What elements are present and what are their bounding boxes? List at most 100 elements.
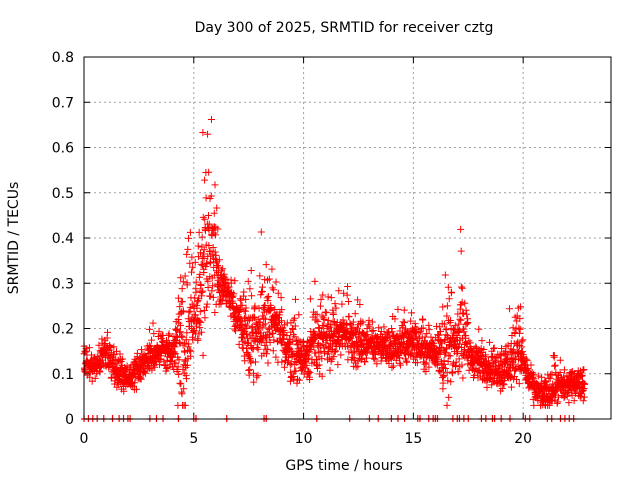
data-point bbox=[199, 129, 207, 137]
data-point bbox=[131, 379, 139, 387]
data-point bbox=[145, 341, 153, 349]
data-point bbox=[444, 377, 452, 385]
data-point bbox=[442, 325, 450, 333]
data-point bbox=[433, 322, 441, 330]
data-point bbox=[251, 302, 259, 310]
data-point bbox=[277, 294, 285, 302]
data-point bbox=[319, 341, 327, 349]
data-point bbox=[277, 317, 285, 325]
data-point bbox=[317, 295, 325, 303]
data-point bbox=[270, 286, 278, 294]
data-point bbox=[261, 341, 269, 349]
data-point bbox=[264, 292, 272, 300]
data-point bbox=[329, 311, 337, 319]
data-point bbox=[179, 333, 187, 341]
data-point bbox=[238, 334, 246, 342]
data-point bbox=[530, 370, 538, 378]
data-point bbox=[523, 357, 531, 365]
data-point bbox=[238, 301, 246, 309]
data-point bbox=[199, 287, 207, 295]
data-point bbox=[359, 318, 367, 326]
data-point bbox=[262, 261, 270, 269]
data-point bbox=[268, 265, 276, 273]
data-point bbox=[256, 272, 264, 280]
data-point bbox=[488, 381, 496, 389]
y-tick-label: 0.6 bbox=[52, 141, 74, 157]
data-point bbox=[291, 333, 299, 341]
data-point bbox=[560, 373, 568, 381]
data-point bbox=[167, 357, 175, 365]
data-point bbox=[230, 310, 238, 318]
data-point bbox=[385, 359, 393, 367]
data-point bbox=[339, 316, 347, 324]
data-point bbox=[88, 377, 96, 385]
data-point bbox=[527, 361, 535, 369]
data-point bbox=[274, 289, 282, 297]
data-point bbox=[440, 360, 448, 368]
y-axis-label: SRMTID / TECUs bbox=[6, 182, 22, 295]
data-point bbox=[204, 212, 212, 220]
data-point bbox=[148, 336, 156, 344]
data-point bbox=[145, 349, 153, 357]
data-point bbox=[191, 311, 199, 319]
data-point bbox=[360, 347, 368, 355]
data-point bbox=[399, 318, 407, 326]
data-point bbox=[327, 294, 335, 302]
data-point bbox=[192, 278, 200, 286]
data-point bbox=[439, 303, 447, 311]
data-point bbox=[389, 362, 397, 370]
y-tick-label: 0.3 bbox=[52, 276, 74, 292]
data-point bbox=[212, 251, 220, 259]
data-point bbox=[235, 340, 243, 348]
data-point bbox=[313, 310, 321, 318]
data-point bbox=[498, 384, 506, 392]
data-point bbox=[186, 259, 194, 267]
data-point bbox=[172, 359, 180, 367]
data-point bbox=[344, 283, 352, 291]
data-point bbox=[331, 347, 339, 355]
data-point bbox=[369, 327, 377, 335]
data-point bbox=[244, 277, 252, 285]
data-point bbox=[182, 375, 190, 383]
data-point bbox=[182, 336, 190, 344]
data-point bbox=[86, 373, 94, 381]
data-point bbox=[165, 330, 173, 338]
data-point bbox=[311, 277, 319, 285]
data-point bbox=[283, 332, 291, 340]
data-point bbox=[373, 333, 381, 341]
data-point bbox=[286, 377, 294, 385]
data-point bbox=[388, 328, 396, 336]
y-tick-label: 0.1 bbox=[52, 367, 74, 383]
data-point bbox=[176, 328, 184, 336]
data-point bbox=[265, 325, 273, 333]
data-point bbox=[415, 329, 423, 337]
data-point bbox=[181, 272, 189, 280]
y-tick-label: 0.7 bbox=[52, 95, 74, 111]
data-point bbox=[512, 376, 520, 384]
data-point bbox=[110, 343, 118, 351]
data-point bbox=[174, 294, 182, 302]
data-point bbox=[515, 380, 523, 388]
data-point bbox=[137, 375, 145, 383]
data-point bbox=[578, 372, 586, 380]
data-point bbox=[335, 287, 343, 295]
data-point bbox=[504, 341, 512, 349]
data-point bbox=[133, 349, 141, 357]
data-point bbox=[264, 345, 272, 353]
data-point bbox=[400, 319, 408, 327]
data-point bbox=[219, 265, 227, 273]
data-point bbox=[490, 344, 498, 352]
data-point bbox=[193, 298, 201, 306]
data-point bbox=[448, 288, 456, 296]
data-point bbox=[478, 337, 486, 345]
data-point bbox=[422, 368, 430, 376]
data-point bbox=[567, 368, 575, 376]
x-axis-ticks: 0 5 10 15 20 bbox=[80, 57, 532, 447]
data-point bbox=[123, 362, 131, 370]
data-point bbox=[448, 368, 456, 376]
data-point bbox=[551, 361, 559, 369]
data-point bbox=[203, 300, 211, 308]
data-point bbox=[328, 341, 336, 349]
data-point bbox=[316, 302, 324, 310]
data-point bbox=[85, 344, 93, 352]
